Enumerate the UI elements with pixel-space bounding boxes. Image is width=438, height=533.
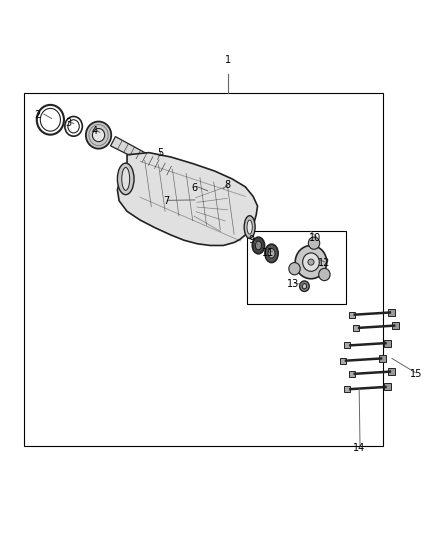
- Ellipse shape: [265, 244, 278, 263]
- Polygon shape: [110, 136, 201, 189]
- Text: 11: 11: [262, 248, 274, 259]
- Bar: [24, 93, 383, 446]
- Ellipse shape: [295, 246, 327, 279]
- Bar: [247, 231, 346, 304]
- Bar: [388, 368, 395, 375]
- Bar: [340, 358, 346, 364]
- Text: 5: 5: [157, 148, 163, 158]
- Text: 7: 7: [163, 196, 170, 206]
- Text: 14: 14: [353, 443, 365, 453]
- Bar: [379, 355, 386, 362]
- Ellipse shape: [247, 220, 252, 234]
- Text: 12: 12: [318, 258, 330, 268]
- Ellipse shape: [268, 248, 275, 258]
- Ellipse shape: [92, 128, 105, 142]
- Ellipse shape: [213, 181, 233, 202]
- Text: 2: 2: [34, 110, 40, 120]
- Ellipse shape: [194, 195, 205, 206]
- Ellipse shape: [308, 237, 320, 249]
- Ellipse shape: [205, 186, 214, 196]
- Ellipse shape: [303, 253, 319, 271]
- Text: 8: 8: [225, 181, 231, 190]
- Bar: [344, 386, 350, 392]
- Text: 4: 4: [91, 126, 97, 136]
- Ellipse shape: [40, 108, 60, 131]
- Bar: [388, 309, 395, 316]
- Ellipse shape: [68, 120, 79, 133]
- Text: 13: 13: [287, 279, 300, 289]
- Ellipse shape: [319, 269, 330, 281]
- Text: 1: 1: [225, 55, 231, 65]
- Ellipse shape: [308, 259, 314, 265]
- Polygon shape: [117, 152, 258, 246]
- Ellipse shape: [117, 163, 134, 195]
- Text: 6: 6: [192, 183, 198, 192]
- Ellipse shape: [86, 122, 111, 149]
- Bar: [349, 371, 355, 377]
- Text: 9: 9: [249, 235, 255, 245]
- Ellipse shape: [122, 167, 130, 190]
- Bar: [392, 322, 399, 329]
- Ellipse shape: [300, 281, 309, 292]
- Ellipse shape: [218, 184, 229, 198]
- Bar: [384, 340, 391, 346]
- Ellipse shape: [289, 263, 300, 275]
- Text: 10: 10: [309, 233, 321, 243]
- Bar: [384, 383, 391, 391]
- Ellipse shape: [252, 237, 265, 254]
- Text: 3: 3: [65, 118, 71, 128]
- Ellipse shape: [255, 241, 261, 250]
- Bar: [344, 342, 350, 349]
- Polygon shape: [198, 183, 210, 192]
- Text: 15: 15: [410, 369, 422, 379]
- Ellipse shape: [244, 216, 255, 238]
- Bar: [349, 312, 355, 318]
- Ellipse shape: [302, 284, 307, 289]
- Bar: [353, 325, 359, 331]
